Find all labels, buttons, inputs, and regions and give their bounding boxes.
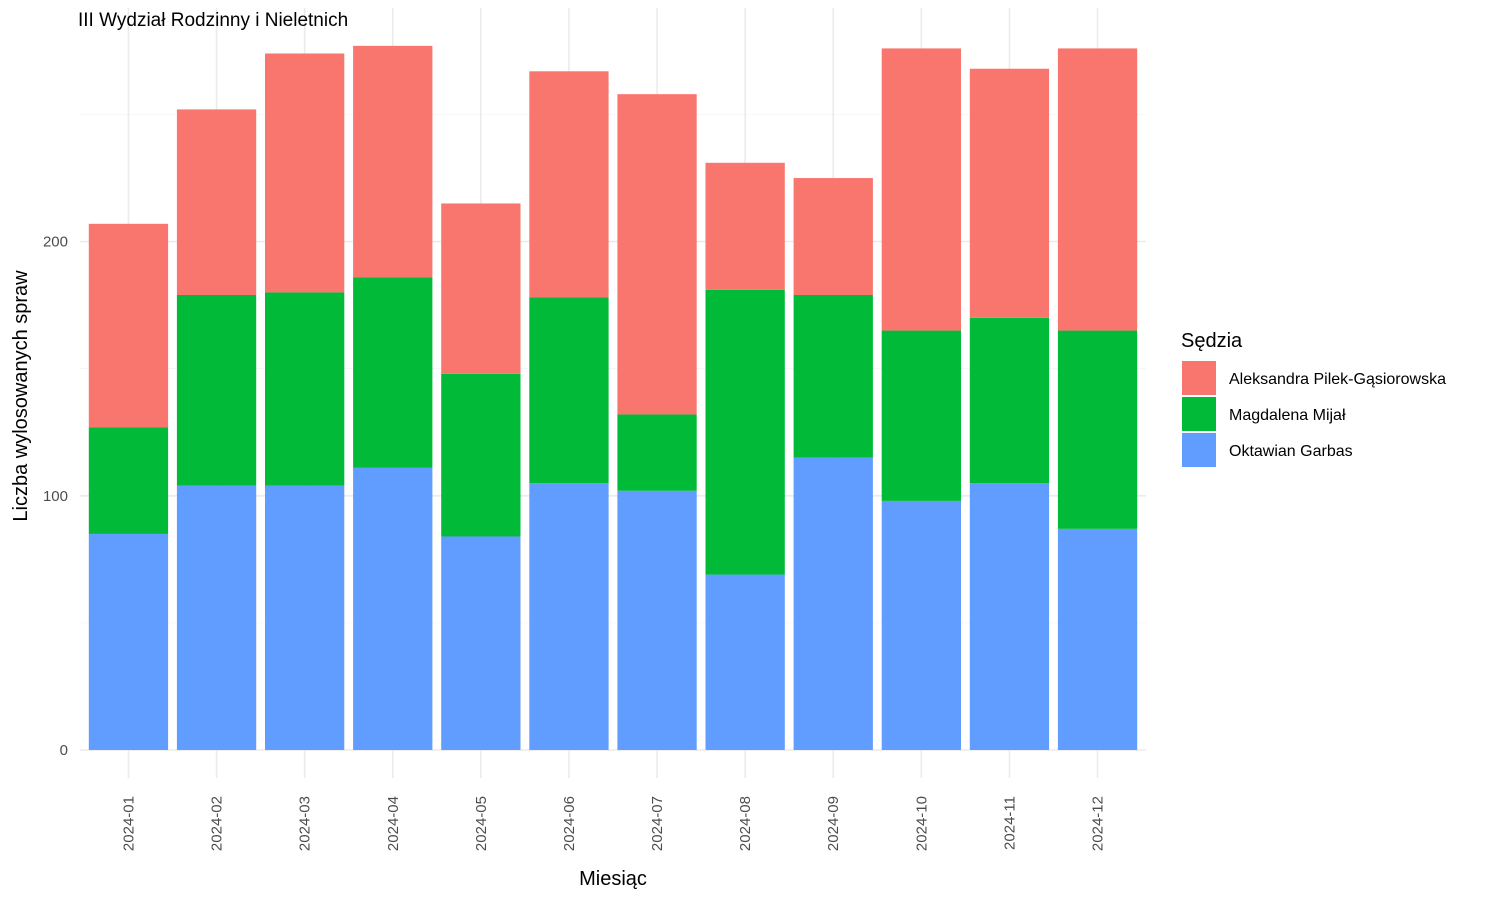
bar-segment (793, 178, 873, 295)
bar-segment (265, 292, 345, 486)
x-tick-label: 2024-09 (825, 796, 842, 851)
bar-segment (705, 574, 785, 750)
bar-segment (441, 373, 521, 537)
bar-segment (793, 294, 873, 458)
bar-segment (88, 223, 169, 428)
bar-segment (617, 490, 697, 750)
legend-label: Aleksandra Pilek-Gąsiorowska (1229, 371, 1446, 388)
bar-segment (705, 289, 785, 575)
bar-segment (881, 500, 961, 750)
bar-segment (617, 94, 697, 415)
bar-segment (793, 457, 873, 750)
bar-segment (265, 53, 345, 293)
y-tick-label: 100 (43, 488, 68, 505)
x-tick-label: 2024-10 (913, 796, 930, 851)
bar-segment (881, 330, 961, 501)
bar-segment (441, 203, 521, 374)
bar-segment (1057, 528, 1138, 750)
bar-segment (353, 45, 433, 278)
bar-segment (441, 536, 521, 750)
legend-swatch (1182, 361, 1216, 395)
x-tick-label: 2024-11 (1001, 796, 1018, 850)
legend-swatch (1182, 397, 1216, 431)
bar-segment (88, 427, 169, 534)
x-tick-label: 2024-04 (385, 796, 402, 851)
bar-segment (176, 109, 257, 295)
bar-segment (969, 317, 1050, 484)
bar-segment (529, 483, 609, 750)
x-tick-label: 2024-01 (120, 796, 137, 851)
bar-segment (881, 48, 961, 331)
legend-label: Oktawian Garbas (1229, 443, 1353, 460)
bar-segment (529, 71, 609, 298)
legend-items: Aleksandra Pilek-Gąsiorowska Magdalena Mi… (1182, 361, 1446, 467)
bar-segment (353, 467, 433, 750)
x-tick-label: 2024-07 (649, 796, 666, 851)
bars (88, 45, 1138, 750)
bar-segment (617, 414, 697, 491)
legend: Sędzia Aleksandra Pilek-Gąsiorowska Magda… (1181, 330, 1446, 467)
bar-segment (969, 483, 1050, 750)
bar-segment (529, 297, 609, 484)
bar-segment (705, 162, 785, 290)
legend-title: Sędzia (1181, 330, 1243, 352)
bar-segment (1057, 48, 1138, 331)
x-axis-ticks: 2024-01 2024-02 2024-03 2024-04 2024-05 2024-… (120, 796, 1106, 851)
legend-swatch (1182, 433, 1216, 467)
legend-label: Magdalena Mijał (1229, 407, 1346, 424)
bar-segment (176, 294, 257, 486)
x-tick-label: 2024-06 (561, 796, 578, 851)
x-tick-label: 2024-02 (209, 796, 226, 851)
bar-segment (353, 277, 433, 468)
bar-segment (265, 485, 345, 750)
x-axis-title: Miesiąc (579, 868, 647, 890)
y-axis-title: Liczba wylosowanych spraw (10, 270, 32, 522)
x-tick-label: 2024-12 (1090, 796, 1107, 851)
x-tick-label: 2024-03 (297, 796, 314, 851)
bar-segment (88, 533, 169, 750)
bar-segment (176, 485, 257, 750)
y-axis-ticks: 0 100 200 (43, 234, 68, 759)
chart-title: III Wydział Rodzinny i Nieletnich (78, 10, 348, 31)
bar-segment (969, 68, 1050, 318)
y-tick-label: 0 (60, 742, 68, 759)
y-tick-label: 200 (43, 234, 68, 251)
x-tick-label: 2024-08 (737, 796, 754, 851)
bar-segment (1057, 330, 1138, 529)
x-tick-label: 2024-05 (473, 796, 490, 851)
